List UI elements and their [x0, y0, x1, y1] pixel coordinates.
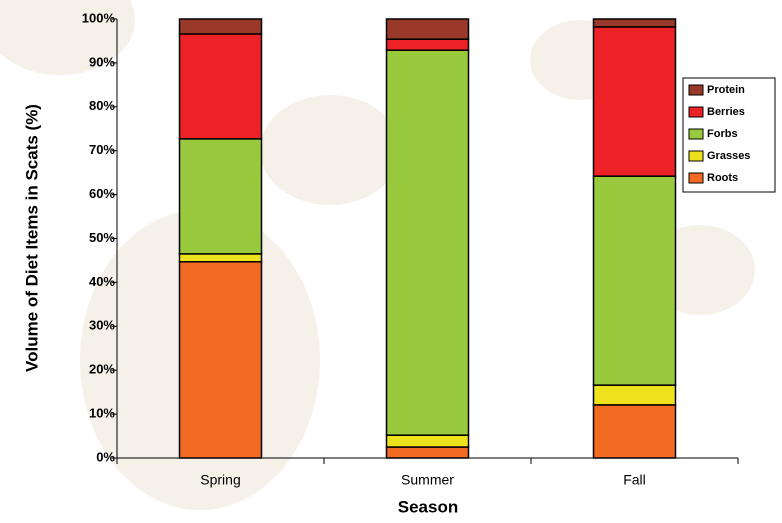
y-tick-label: 100%	[82, 10, 116, 25]
bar-segment	[594, 27, 676, 176]
x-tick-label: Spring	[200, 472, 240, 488]
y-tick-label: 10%	[89, 406, 115, 421]
y-tick-label: 80%	[89, 98, 115, 113]
legend-label: Roots	[707, 172, 738, 184]
x-tick-label: Fall	[623, 472, 646, 488]
y-tick-label: 70%	[89, 142, 115, 157]
bar-segment	[594, 176, 676, 385]
bar-segment	[387, 19, 469, 39]
legend-swatch	[689, 151, 703, 161]
legend-label: Protein	[707, 84, 745, 96]
bar-segment	[180, 139, 262, 254]
legend-swatch	[689, 107, 703, 117]
bar-segment	[594, 385, 676, 405]
bar-segment	[387, 39, 469, 50]
legend-label: Grasses	[707, 150, 750, 162]
y-tick-label: 20%	[89, 362, 115, 377]
y-axis-label: Volume of Diet Items in Scats (%)	[22, 104, 41, 372]
bar-segment	[387, 435, 469, 447]
bar-segment	[180, 34, 262, 139]
y-tick-label: 90%	[89, 54, 115, 69]
bar-segment	[180, 19, 262, 34]
x-tick-label: Summer	[401, 472, 454, 488]
bar-segment	[180, 254, 262, 262]
bar-segment	[594, 405, 676, 458]
bar-segment	[594, 19, 676, 27]
chart: Volume of Diet Items in Scats (%) Season…	[0, 0, 782, 523]
y-tick-label: 50%	[89, 230, 115, 245]
bar-segment	[387, 50, 469, 435]
y-tick-label: 40%	[89, 274, 115, 289]
bar-segment	[180, 262, 262, 458]
y-tick-label: 60%	[89, 186, 115, 201]
y-tick-label: 0%	[96, 449, 115, 464]
legend-label: Forbs	[707, 128, 738, 140]
y-tick-label: 30%	[89, 318, 115, 333]
legend-label: Berries	[707, 106, 745, 118]
bar-segment	[387, 447, 469, 458]
x-axis-label: Season	[398, 497, 458, 516]
legend-swatch	[689, 85, 703, 95]
legend-swatch	[689, 173, 703, 183]
legend-swatch	[689, 129, 703, 139]
